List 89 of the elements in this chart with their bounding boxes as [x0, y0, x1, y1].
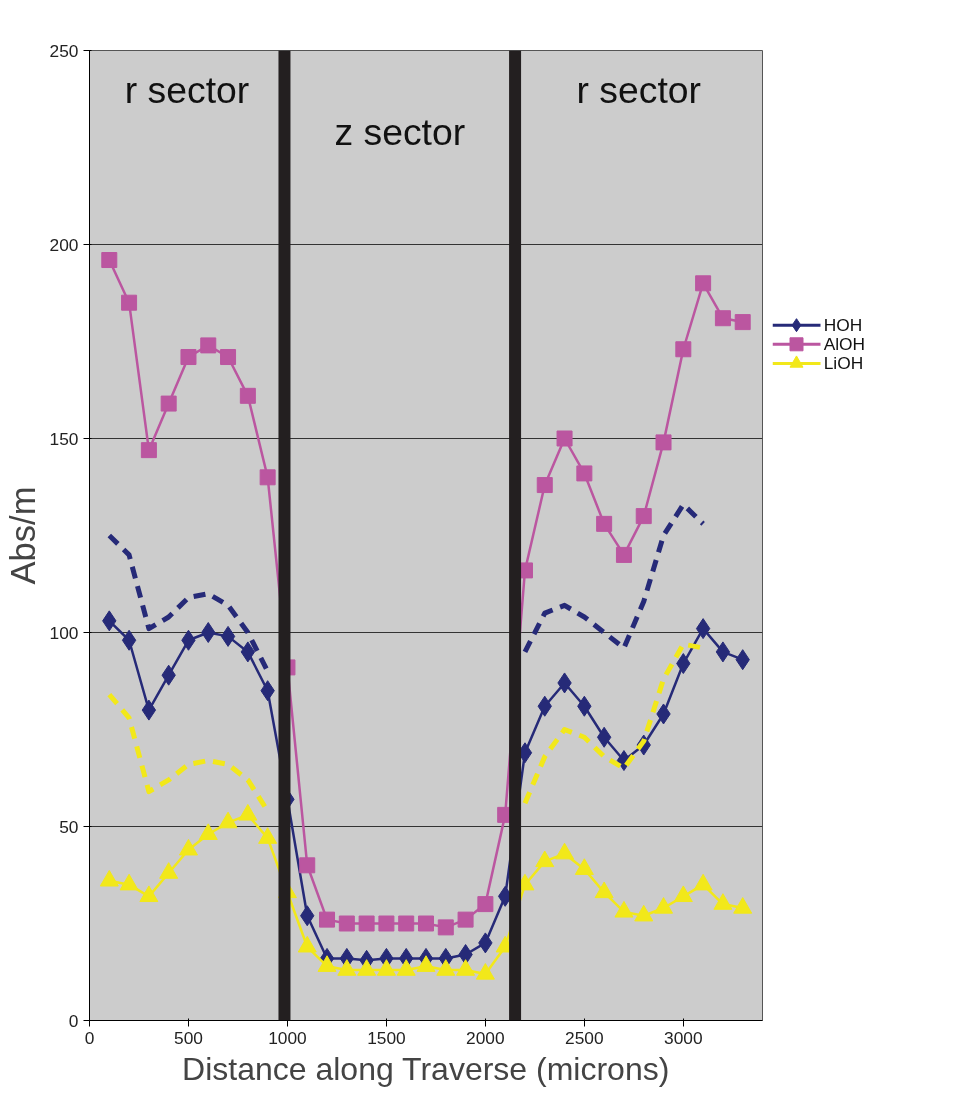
point [141, 699, 157, 721]
point [673, 885, 693, 903]
legend-label: AlOH [823, 334, 866, 355]
point [634, 904, 654, 922]
y-axis-title: Abs/m [3, 486, 42, 585]
point [258, 827, 278, 844]
point [238, 803, 258, 821]
point [596, 515, 613, 532]
x-tick-label: 1500 [367, 1027, 406, 1048]
point [734, 314, 751, 331]
x-tick-label: 3000 [664, 1027, 703, 1048]
y-tick-label: 100 [49, 622, 79, 643]
point [615, 546, 632, 563]
point [376, 959, 396, 976]
point [139, 885, 159, 903]
point [614, 900, 634, 918]
y-tick-label: 0 [68, 1010, 79, 1031]
point [456, 959, 476, 976]
legend-label: HOH [823, 315, 863, 336]
x-tick-label: 1000 [268, 1027, 307, 1048]
x-tick-label: 2500 [565, 1027, 604, 1048]
point [457, 911, 474, 928]
point [180, 349, 197, 366]
point [655, 434, 672, 451]
point [576, 465, 593, 482]
point [337, 959, 357, 976]
point [101, 252, 118, 269]
point [596, 726, 612, 748]
point [398, 915, 415, 932]
point [99, 869, 119, 887]
point [535, 850, 555, 868]
point [240, 641, 256, 663]
point [713, 893, 733, 910]
point [475, 963, 495, 980]
point [357, 959, 377, 976]
x-axis-title: Distance along Traverse (microns) [182, 1050, 670, 1087]
point [693, 873, 713, 891]
point [297, 935, 317, 953]
point [121, 629, 137, 651]
y-tick-label: 150 [49, 428, 79, 449]
point [220, 625, 236, 647]
point [178, 838, 198, 856]
point [675, 341, 692, 358]
point [317, 955, 337, 972]
point [733, 897, 753, 914]
point [220, 349, 237, 366]
point [319, 911, 336, 928]
point [536, 477, 553, 494]
point [119, 873, 139, 891]
point [635, 508, 652, 525]
point [574, 858, 594, 875]
point [299, 857, 316, 874]
point [437, 919, 454, 936]
point [654, 897, 674, 914]
point [259, 469, 276, 486]
point [695, 275, 712, 292]
point [200, 337, 217, 354]
point [121, 294, 138, 311]
point [140, 442, 157, 459]
point [418, 915, 434, 932]
annotation: r sector [576, 68, 702, 111]
point [201, 622, 216, 643]
y-tick-label: 200 [49, 234, 79, 255]
legend-label: LiOH [823, 353, 864, 374]
point [159, 862, 179, 879]
point [416, 955, 436, 972]
point [715, 641, 731, 663]
point [378, 915, 395, 932]
point [594, 881, 614, 899]
point [160, 395, 177, 412]
point [695, 618, 711, 640]
point [436, 959, 456, 976]
point [239, 387, 256, 404]
point [556, 430, 573, 447]
point [714, 310, 731, 327]
point [338, 915, 355, 932]
point [396, 959, 416, 976]
annotation: r sector [124, 68, 250, 111]
point [218, 811, 238, 829]
point [198, 823, 218, 840]
y-tick-label: 50 [59, 816, 79, 837]
x-tick-label: 2000 [466, 1027, 505, 1048]
y-tick-label: 250 [49, 40, 79, 61]
point [555, 842, 575, 860]
x-tick-label: 500 [174, 1027, 203, 1048]
x-tick-label: 0 [84, 1027, 95, 1048]
point [358, 915, 375, 932]
annotation: z sector [334, 110, 466, 153]
point [477, 896, 494, 913]
